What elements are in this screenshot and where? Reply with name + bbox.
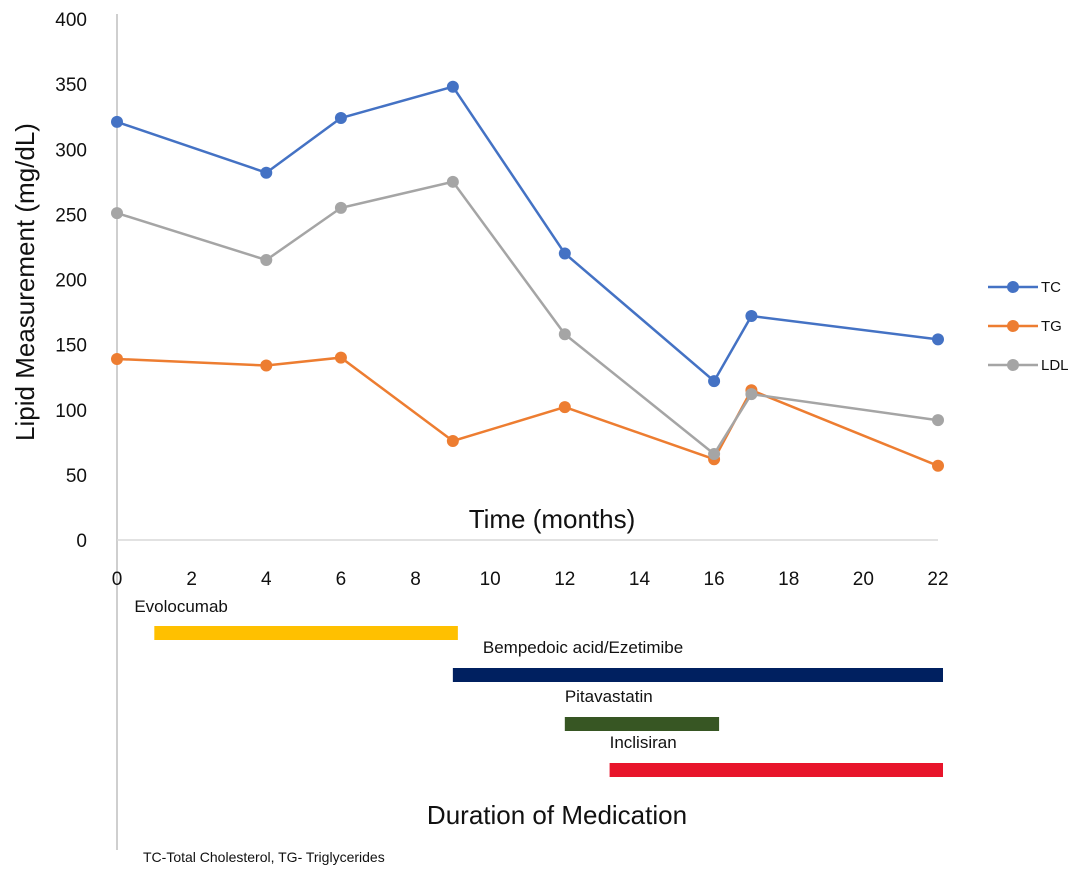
data-point-ldl bbox=[558, 328, 571, 341]
data-point-tg bbox=[446, 435, 459, 448]
series-group bbox=[111, 80, 944, 472]
data-point-ldl bbox=[446, 175, 459, 188]
medication-bar bbox=[564, 717, 720, 731]
medication-label: Bempedoic acid/Ezetimibe bbox=[483, 638, 683, 657]
medication-duration-title: Duration of Medication bbox=[427, 800, 687, 830]
data-point-tg bbox=[334, 351, 347, 364]
y-tick-label: 0 bbox=[76, 531, 87, 552]
y-tick-label: 250 bbox=[55, 205, 87, 226]
x-tick-label: 20 bbox=[853, 569, 874, 590]
data-point-ldl bbox=[745, 388, 758, 401]
medication-bar bbox=[609, 763, 943, 777]
legend-item-ldl: LDL bbox=[988, 357, 1069, 374]
data-point-tg bbox=[558, 401, 571, 414]
data-point-ldl bbox=[260, 253, 273, 266]
data-point-ldl bbox=[708, 448, 721, 461]
y-tick-label: 50 bbox=[66, 466, 87, 487]
x-tick-label: 10 bbox=[480, 569, 501, 590]
data-point-tg bbox=[111, 352, 123, 365]
medication-label: Inclisiran bbox=[610, 733, 677, 752]
y-tick-label: 200 bbox=[55, 271, 87, 292]
data-point-tc bbox=[708, 375, 721, 388]
series-line-tc bbox=[116, 85, 939, 384]
x-tick-label: 18 bbox=[778, 569, 799, 590]
x-tick-label: 12 bbox=[554, 569, 575, 590]
x-tick-label: 6 bbox=[336, 569, 347, 590]
medication-evolocumab: Evolocumab bbox=[134, 597, 458, 640]
data-point-ldl bbox=[111, 207, 123, 220]
x-axis-ticks: 0 2 4 6 8 10 12 14 16 18 20 22 bbox=[112, 569, 949, 590]
legend-item-tg: TG bbox=[988, 318, 1062, 335]
legend-label: TG bbox=[1041, 318, 1062, 335]
x-tick-label: 14 bbox=[629, 569, 651, 590]
data-point-tc bbox=[932, 333, 944, 346]
data-point-tc bbox=[260, 166, 273, 179]
data-point-tg bbox=[932, 459, 944, 472]
medication-bars: Evolocumab Bempedoic acid/Ezetimibe Pitava… bbox=[134, 597, 943, 777]
data-point-tc bbox=[745, 309, 758, 322]
legend-marker bbox=[1007, 320, 1019, 332]
medication-inclisiran: Inclisiran bbox=[609, 733, 943, 777]
series-tg bbox=[111, 351, 944, 472]
data-point-tc bbox=[446, 80, 459, 93]
y-tick-label: 100 bbox=[55, 401, 87, 422]
y-tick-label: 350 bbox=[55, 75, 87, 96]
y-tick-label: 150 bbox=[55, 336, 87, 357]
legend-marker bbox=[1007, 359, 1019, 371]
x-tick-label: 8 bbox=[410, 569, 421, 590]
x-axis-title: Time (months) bbox=[469, 504, 636, 534]
x-tick-label: 22 bbox=[927, 569, 948, 590]
series-tc bbox=[111, 80, 944, 388]
legend: TC TG LDL bbox=[988, 279, 1069, 374]
medication-bar bbox=[452, 668, 943, 682]
legend-marker bbox=[1007, 281, 1019, 293]
footnote: TC-Total Cholesterol, TG- Triglycerides bbox=[143, 849, 385, 865]
y-tick-label: 300 bbox=[55, 140, 87, 161]
data-point-ldl bbox=[932, 414, 944, 427]
legend-label: LDL bbox=[1041, 357, 1069, 374]
y-axis-ticks: 0 50 100 150 200 250 300 350 400 bbox=[55, 10, 87, 552]
medication-label: Evolocumab bbox=[134, 597, 228, 616]
data-point-tg bbox=[260, 359, 273, 372]
x-tick-label: 16 bbox=[704, 569, 725, 590]
medication-bar bbox=[154, 626, 458, 640]
y-axis-title: Lipid Measurement (mg/dL) bbox=[10, 123, 40, 441]
x-tick-label: 2 bbox=[186, 569, 197, 590]
legend-label: TC bbox=[1041, 279, 1061, 296]
medication-label: Pitavastatin bbox=[565, 687, 653, 706]
y-tick-label: 400 bbox=[55, 10, 87, 31]
series-ldl bbox=[111, 175, 944, 461]
series-line-tg bbox=[116, 356, 939, 467]
medication-pitavastatin: Pitavastatin bbox=[564, 687, 720, 731]
medication-bempedoic-acid-ezetimibe: Bempedoic acid/Ezetimibe bbox=[452, 638, 943, 682]
data-point-ldl bbox=[334, 201, 347, 214]
data-point-tc bbox=[334, 111, 347, 124]
series-line-ldl bbox=[116, 180, 939, 456]
x-tick-label: 4 bbox=[261, 569, 272, 590]
data-point-tc bbox=[558, 247, 571, 260]
data-point-tc bbox=[111, 115, 123, 128]
legend-item-tc: TC bbox=[988, 279, 1061, 296]
x-tick-label: 0 bbox=[112, 569, 123, 590]
